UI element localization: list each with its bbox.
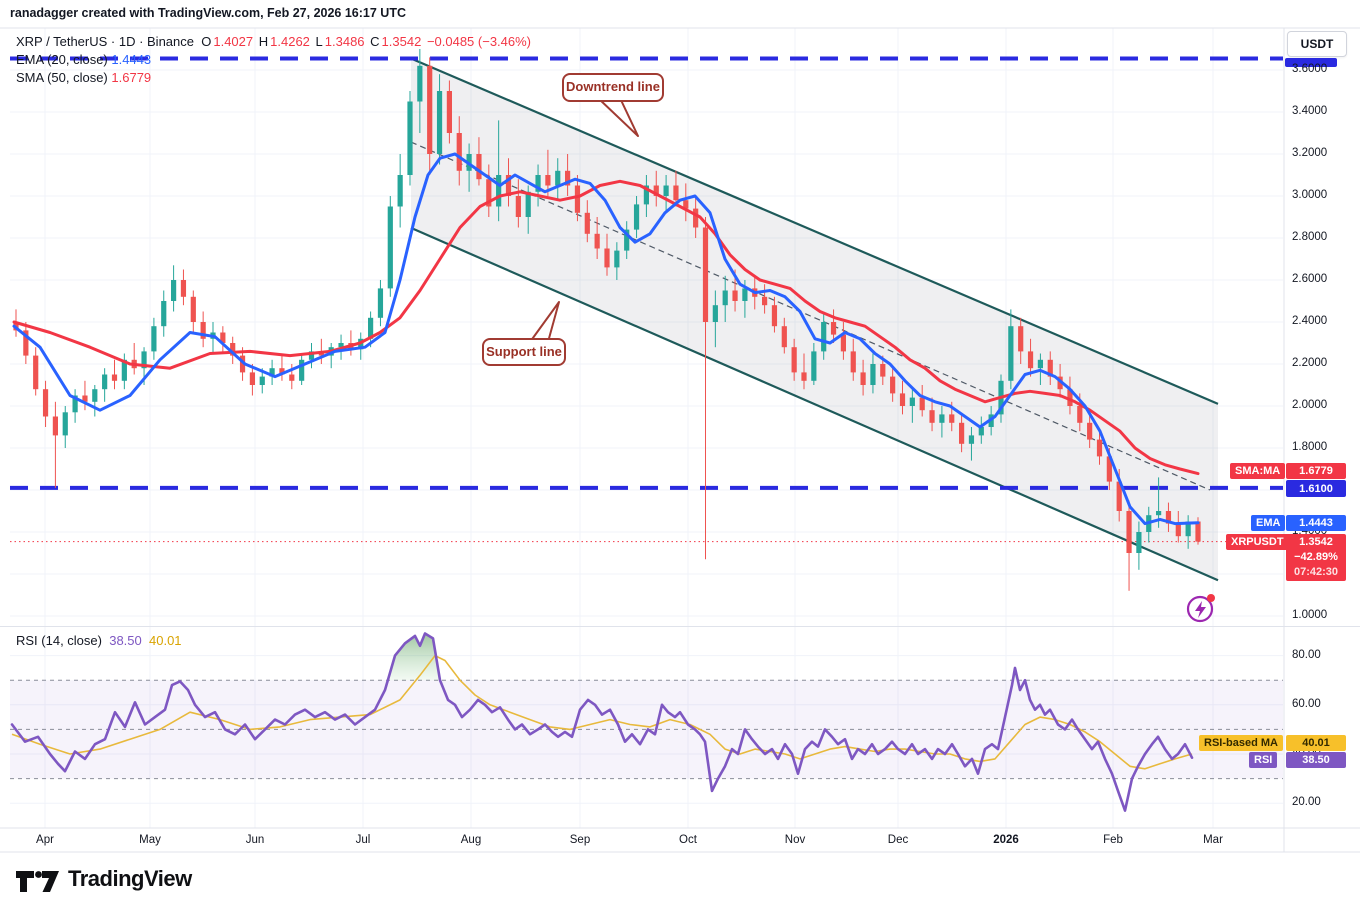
rsi-value: 38.50 bbox=[109, 633, 142, 648]
time-axis-label: Sep bbox=[569, 834, 591, 846]
time-axis[interactable]: Apr May Jun Jul Aug Sep Oct Nov Dec 2026 Feb Mar bbox=[0, 0, 1283, 852]
downtrend-line-callout[interactable]: Downtrend line bbox=[566, 79, 660, 94]
tradingview-logo-icon bbox=[16, 871, 59, 892]
price-tick-label: 3.4000 bbox=[1292, 105, 1328, 117]
chart-canvas[interactable] bbox=[0, 0, 1360, 860]
rsi-tick-label: 60.00 bbox=[1292, 697, 1321, 710]
rsi-ma-axis-tag: RSI-based MA bbox=[1199, 735, 1283, 751]
support-line-callout[interactable]: Support line bbox=[486, 344, 562, 359]
price-tick-label: 3.0000 bbox=[1292, 189, 1328, 201]
time-axis-label: Oct bbox=[679, 834, 697, 846]
last-price-axis-box: 1.3542 −42.89% 07:42:30 bbox=[1286, 534, 1346, 581]
time-axis-label: Jun bbox=[245, 834, 265, 846]
price-tick-label: 2.6000 bbox=[1292, 273, 1328, 285]
currency-toggle-button[interactable]: USDT bbox=[1287, 31, 1347, 57]
sma-axis-tag: SMA:MA bbox=[1230, 463, 1286, 479]
rsi-tick-label: 80.00 bbox=[1292, 648, 1321, 661]
time-axis-label: May bbox=[139, 834, 161, 846]
rsi-ma-axis-value: 40.01 bbox=[1286, 735, 1346, 751]
price-tick-label: 2.4000 bbox=[1292, 315, 1328, 327]
ohlc-values: O 1.4027 H 1.4262 L 1.3486 C 1.3542 −0.0485 … bbox=[201, 34, 532, 49]
bar-countdown: 07:42:30 bbox=[1293, 566, 1339, 578]
change-percent: −42.89% bbox=[1294, 551, 1338, 563]
time-axis-label: Feb bbox=[1103, 834, 1123, 846]
price-tick-label: 2.2000 bbox=[1292, 357, 1328, 369]
time-axis-label: Mar bbox=[1203, 834, 1223, 846]
price-tick-label: 2.0000 bbox=[1292, 399, 1328, 411]
time-axis-label: Jul bbox=[355, 834, 371, 846]
change-value: −0.0485 (−3.46%) bbox=[426, 34, 532, 49]
symbol-title[interactable]: XRP / TetherUS · 1D · Binance bbox=[16, 34, 194, 49]
resistance-line-axis-label bbox=[1285, 58, 1337, 67]
last-price: 1.3542 bbox=[1299, 536, 1333, 548]
time-axis-label: Aug bbox=[460, 834, 482, 846]
credit-line: ranadagger created with TradingView.com,… bbox=[10, 6, 406, 20]
price-tick-label: 2.8000 bbox=[1292, 231, 1328, 243]
ema-axis-value: 1.4443 bbox=[1286, 515, 1346, 531]
time-axis-label: 2026 bbox=[993, 834, 1019, 846]
support-level-axis-value: 1.6100 bbox=[1286, 480, 1346, 497]
time-axis-label: Nov bbox=[784, 834, 806, 846]
tradingview-logo-text: TradingView bbox=[68, 866, 192, 891]
price-tick-label: 1.8000 bbox=[1292, 441, 1328, 453]
price-tick-label: 1.0000 bbox=[1292, 609, 1328, 621]
rsi-axis-value: 38.50 bbox=[1286, 752, 1346, 768]
sma-axis-value: 1.6779 bbox=[1286, 463, 1346, 479]
time-axis-label: Apr bbox=[36, 834, 54, 846]
symbol-axis-tag: XRPUSDT bbox=[1226, 534, 1289, 550]
price-tick-label: 3.6000 bbox=[1292, 63, 1328, 75]
ema-axis-tag: EMA bbox=[1251, 515, 1286, 531]
rsi-ma-value: 40.01 bbox=[149, 633, 182, 648]
time-axis-label: Dec bbox=[887, 834, 909, 846]
rsi-axis-tag: RSI bbox=[1249, 752, 1278, 768]
rsi-legend[interactable]: RSI (14, close) 38.50 40.01 bbox=[16, 633, 182, 648]
tradingview-logo[interactable]: TradingView bbox=[14, 864, 192, 894]
rsi-tick-label: 20.00 bbox=[1292, 796, 1321, 809]
sma-legend-row[interactable]: SMA (50, close) 1.6779 bbox=[16, 70, 152, 85]
price-tick-label: 3.2000 bbox=[1292, 147, 1328, 159]
ema-legend-row[interactable]: EMA (20, close) 1.4443 bbox=[16, 52, 152, 67]
